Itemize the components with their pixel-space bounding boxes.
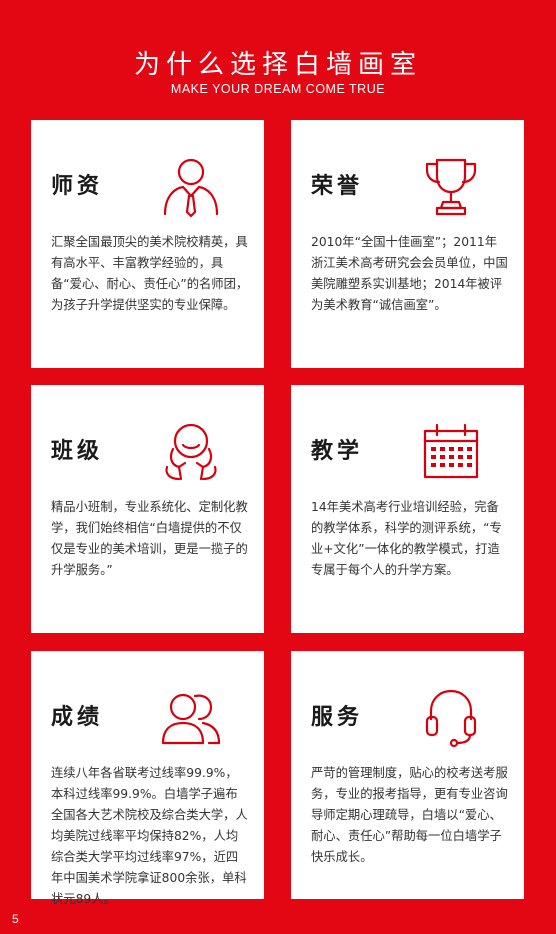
trophy-icon [419,154,483,218]
student-icon [159,419,223,483]
card-title: 荣誉 [311,174,364,199]
card-description: 严苛的管理制度，贴心的校考送考服务，专业的报考指导，更有专业咨询导师定期心理疏导… [311,766,508,864]
page-title: 为什么选择白墙画室 [133,50,422,80]
card-classes: 班级 精品小班制，专业系统化、定制化教学，我们始终相信“白墙提供的不仅仅是专业的… [31,385,264,633]
card-description: 连续八年各省联考过线率99.9%，本科过线率99.9%。白墙学子遍布全国各大艺术… [51,766,248,906]
card-title: 班级 [51,439,104,464]
teacher-icon [159,154,223,218]
card-title: 服务 [311,705,364,730]
card-description: 汇聚全国最顶尖的美术院校精英，具有高水平、丰富教学经验的，具备“爱心、耐心、责任… [51,235,249,312]
card-service: 服务 严苛的管理制度，贴心的校考送考服务，专业的报考指导，更有专业咨询导师定期心… [291,651,524,899]
card-results: 成绩 连续八年各省联考过线率99.9%，本科过线率99.9%。白墙学子遍布全国各… [31,651,264,906]
page-subtitle: MAKE YOUR DREAM COME TRUE [170,82,386,96]
card-description: 精品小班制，专业系统化、定制化教学，我们始终相信“白墙提供的不仅仅是专业的美术培… [51,500,248,577]
card-title: 师资 [51,174,104,199]
card-title: 教学 [311,439,364,464]
card-title: 成绩 [51,705,104,730]
card-teachers: 师资 汇聚全国最顶尖的美术院校精英，具有高水平、丰富教学经验的，具备“爱心、耐心… [31,120,264,368]
users-icon [159,685,223,749]
headset-icon [419,685,483,749]
card-description: 14年美术高考行业培训经验，完备的教学体系，科学的测评系统，“专业+文化”一体化… [311,500,502,577]
calendar-icon [419,419,483,483]
card-teaching: 教学 14年美术高考行业培训经验，完备的教学体系，科学的测评系统，“专业+文化”… [291,385,524,633]
page-number: 5 [12,912,19,926]
card-honors: 荣誉 2010年“全国十佳画室”；2011年浙江美术高考研究会会员单位，中国美院… [291,120,524,368]
card-description: 2010年“全国十佳画室”；2011年浙江美术高考研究会会员单位，中国美院雕塑系… [311,235,508,312]
